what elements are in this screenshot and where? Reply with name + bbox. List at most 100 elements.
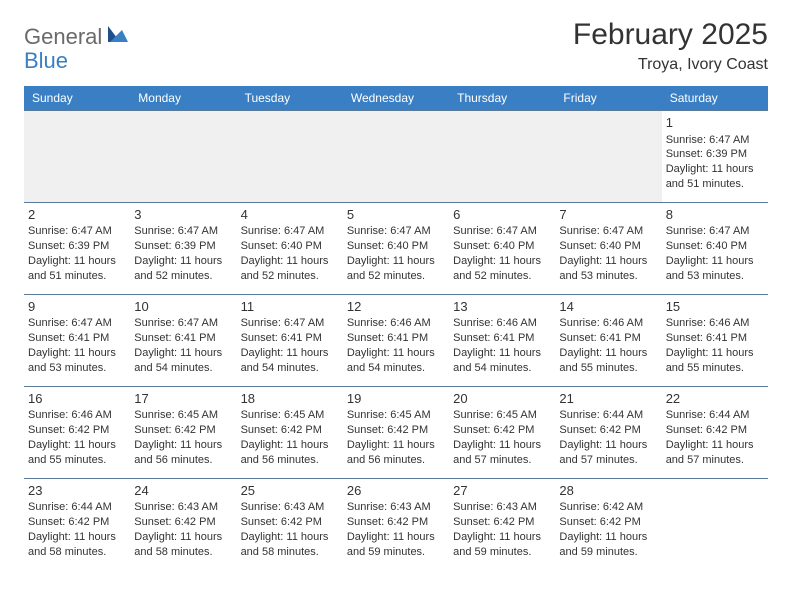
sunrise-line: Sunrise: 6:47 AM xyxy=(666,224,764,239)
logo: General xyxy=(24,18,132,49)
day-cell: 17 Sunrise: 6:45 AM Sunset: 6:42 PM Dayl… xyxy=(130,387,236,478)
sunrise-line: Sunrise: 6:46 AM xyxy=(28,408,126,423)
sunset-line: Sunset: 6:42 PM xyxy=(559,423,657,438)
logo-sail-icon xyxy=(106,24,130,49)
sunset-line: Sunset: 6:39 PM xyxy=(134,239,232,254)
daylight-line: Daylight: 11 hours xyxy=(666,162,764,177)
calendar: Sunday Monday Tuesday Wednesday Thursday… xyxy=(24,86,768,570)
day-number: 8 xyxy=(666,206,764,224)
sunset-line: Sunset: 6:42 PM xyxy=(453,423,551,438)
daylight-line: Daylight: 11 hours xyxy=(453,346,551,361)
daylight-line: Daylight: 11 hours xyxy=(347,530,445,545)
day-cell: 1 Sunrise: 6:47 AM Sunset: 6:39 PM Dayli… xyxy=(662,111,768,202)
daylight-line: and 57 minutes. xyxy=(559,453,657,468)
dow-monday: Monday xyxy=(130,86,236,110)
week-row: 16 Sunrise: 6:46 AM Sunset: 6:42 PM Dayl… xyxy=(24,386,768,478)
day-number: 17 xyxy=(134,390,232,408)
sunrise-line: Sunrise: 6:47 AM xyxy=(134,316,232,331)
daylight-line: and 54 minutes. xyxy=(241,361,339,376)
daylight-line: and 51 minutes. xyxy=(666,177,764,192)
daylight-line: and 56 minutes. xyxy=(134,453,232,468)
daylight-line: Daylight: 11 hours xyxy=(453,438,551,453)
day-cell: 4 Sunrise: 6:47 AM Sunset: 6:40 PM Dayli… xyxy=(237,203,343,294)
daylight-line: and 58 minutes. xyxy=(241,545,339,560)
day-cell: 8 Sunrise: 6:47 AM Sunset: 6:40 PM Dayli… xyxy=(662,203,768,294)
day-number: 4 xyxy=(241,206,339,224)
sunset-line: Sunset: 6:40 PM xyxy=(453,239,551,254)
daylight-line: and 51 minutes. xyxy=(28,269,126,284)
daylight-line: Daylight: 11 hours xyxy=(453,254,551,269)
sunrise-line: Sunrise: 6:43 AM xyxy=(347,500,445,515)
sunset-line: Sunset: 6:40 PM xyxy=(241,239,339,254)
daylight-line: and 57 minutes. xyxy=(666,453,764,468)
day-number: 1 xyxy=(666,114,764,132)
day-cell: 21 Sunrise: 6:44 AM Sunset: 6:42 PM Dayl… xyxy=(555,387,661,478)
dow-tuesday: Tuesday xyxy=(237,86,343,110)
sunrise-line: Sunrise: 6:45 AM xyxy=(347,408,445,423)
sunrise-line: Sunrise: 6:47 AM xyxy=(559,224,657,239)
daylight-line: Daylight: 11 hours xyxy=(666,438,764,453)
day-number: 23 xyxy=(28,482,126,500)
day-cell: 6 Sunrise: 6:47 AM Sunset: 6:40 PM Dayli… xyxy=(449,203,555,294)
sunrise-line: Sunrise: 6:47 AM xyxy=(453,224,551,239)
daylight-line: and 56 minutes. xyxy=(241,453,339,468)
day-cell: 10 Sunrise: 6:47 AM Sunset: 6:41 PM Dayl… xyxy=(130,295,236,386)
daylight-line: and 53 minutes. xyxy=(28,361,126,376)
blank-cell xyxy=(130,111,236,202)
daylight-line: and 52 minutes. xyxy=(134,269,232,284)
day-cell: 13 Sunrise: 6:46 AM Sunset: 6:41 PM Dayl… xyxy=(449,295,555,386)
day-number: 9 xyxy=(28,298,126,316)
daylight-line: Daylight: 11 hours xyxy=(241,346,339,361)
daylight-line: and 54 minutes. xyxy=(347,361,445,376)
daylight-line: Daylight: 11 hours xyxy=(559,346,657,361)
sunset-line: Sunset: 6:42 PM xyxy=(453,515,551,530)
sunrise-line: Sunrise: 6:44 AM xyxy=(28,500,126,515)
sunrise-line: Sunrise: 6:47 AM xyxy=(134,224,232,239)
day-cell: 22 Sunrise: 6:44 AM Sunset: 6:42 PM Dayl… xyxy=(662,387,768,478)
day-number: 22 xyxy=(666,390,764,408)
daylight-line: and 53 minutes. xyxy=(559,269,657,284)
daylight-line: Daylight: 11 hours xyxy=(28,438,126,453)
daylight-line: Daylight: 11 hours xyxy=(559,530,657,545)
daylight-line: and 58 minutes. xyxy=(134,545,232,560)
title-block: February 2025 Troya, Ivory Coast xyxy=(573,18,768,74)
daylight-line: Daylight: 11 hours xyxy=(347,346,445,361)
day-cell: 11 Sunrise: 6:47 AM Sunset: 6:41 PM Dayl… xyxy=(237,295,343,386)
dow-wednesday: Wednesday xyxy=(343,86,449,110)
sunrise-line: Sunrise: 6:42 AM xyxy=(559,500,657,515)
daylight-line: Daylight: 11 hours xyxy=(241,438,339,453)
daylight-line: Daylight: 11 hours xyxy=(134,254,232,269)
day-cell: 26 Sunrise: 6:43 AM Sunset: 6:42 PM Dayl… xyxy=(343,479,449,570)
month-title: February 2025 xyxy=(573,18,768,52)
daylight-line: and 52 minutes. xyxy=(453,269,551,284)
sunrise-line: Sunrise: 6:45 AM xyxy=(241,408,339,423)
daylight-line: and 56 minutes. xyxy=(347,453,445,468)
day-number: 26 xyxy=(347,482,445,500)
sunrise-line: Sunrise: 6:47 AM xyxy=(666,133,764,148)
day-cell: 3 Sunrise: 6:47 AM Sunset: 6:39 PM Dayli… xyxy=(130,203,236,294)
day-number: 16 xyxy=(28,390,126,408)
day-cell: 7 Sunrise: 6:47 AM Sunset: 6:40 PM Dayli… xyxy=(555,203,661,294)
daylight-line: and 58 minutes. xyxy=(28,545,126,560)
day-number: 28 xyxy=(559,482,657,500)
sunrise-line: Sunrise: 6:44 AM xyxy=(666,408,764,423)
daylight-line: and 55 minutes. xyxy=(28,453,126,468)
daylight-line: Daylight: 11 hours xyxy=(559,438,657,453)
daylight-line: Daylight: 11 hours xyxy=(134,438,232,453)
day-number: 12 xyxy=(347,298,445,316)
week-row: 1 Sunrise: 6:47 AM Sunset: 6:39 PM Dayli… xyxy=(24,110,768,202)
daylight-line: and 55 minutes. xyxy=(559,361,657,376)
sunset-line: Sunset: 6:42 PM xyxy=(347,515,445,530)
day-cell: 14 Sunrise: 6:46 AM Sunset: 6:41 PM Dayl… xyxy=(555,295,661,386)
sunrise-line: Sunrise: 6:43 AM xyxy=(453,500,551,515)
day-cell: 16 Sunrise: 6:46 AM Sunset: 6:42 PM Dayl… xyxy=(24,387,130,478)
daylight-line: Daylight: 11 hours xyxy=(241,254,339,269)
daylight-line: and 54 minutes. xyxy=(453,361,551,376)
sunset-line: Sunset: 6:42 PM xyxy=(347,423,445,438)
sunrise-line: Sunrise: 6:46 AM xyxy=(666,316,764,331)
sunset-line: Sunset: 6:41 PM xyxy=(453,331,551,346)
daylight-line: and 59 minutes. xyxy=(347,545,445,560)
daylight-line: Daylight: 11 hours xyxy=(453,530,551,545)
sunset-line: Sunset: 6:40 PM xyxy=(559,239,657,254)
day-cell: 25 Sunrise: 6:43 AM Sunset: 6:42 PM Dayl… xyxy=(237,479,343,570)
